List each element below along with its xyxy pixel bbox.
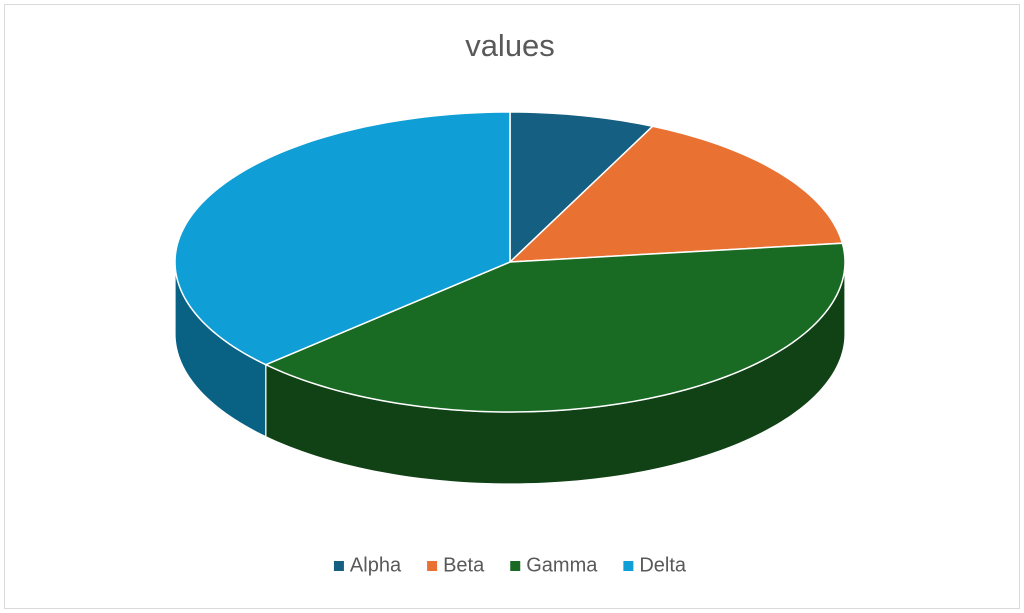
- chart-title: values: [465, 28, 555, 63]
- legend-label: Gamma: [526, 554, 598, 576]
- slice: [263, 242, 846, 413]
- legend-label: Alpha: [350, 554, 402, 576]
- legend-label: Beta: [443, 554, 485, 576]
- legend-marker: [623, 561, 634, 571]
- legend-marker: [510, 561, 521, 571]
- legend-marker: [333, 561, 344, 571]
- legend-marker: [427, 561, 438, 571]
- legend-label: Delta: [639, 554, 687, 576]
- slice: [508, 125, 844, 263]
- slice: [509, 111, 655, 264]
- slice: [174, 111, 511, 366]
